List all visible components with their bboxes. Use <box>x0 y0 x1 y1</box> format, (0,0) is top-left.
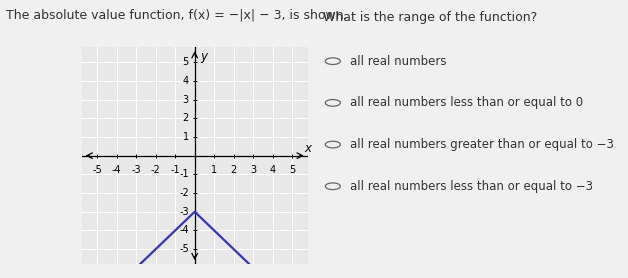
Text: 5: 5 <box>183 57 189 67</box>
Text: -1: -1 <box>170 165 180 175</box>
Text: all real numbers less than or equal to −3: all real numbers less than or equal to −… <box>350 180 593 193</box>
Text: -3: -3 <box>131 165 141 175</box>
Text: -5: -5 <box>179 244 189 254</box>
Text: all real numbers less than or equal to 0: all real numbers less than or equal to 0 <box>350 96 583 109</box>
Text: 3: 3 <box>250 165 256 175</box>
Text: 1: 1 <box>211 165 217 175</box>
Text: 2: 2 <box>183 113 189 123</box>
Text: 3: 3 <box>183 95 189 105</box>
Text: x: x <box>304 142 311 155</box>
Text: 4: 4 <box>183 76 189 86</box>
Text: 5: 5 <box>289 165 295 175</box>
Text: -5: -5 <box>92 165 102 175</box>
Text: 1: 1 <box>183 132 189 142</box>
Text: -4: -4 <box>112 165 122 175</box>
Text: -2: -2 <box>151 165 161 175</box>
Text: -3: -3 <box>179 207 189 217</box>
Text: -1: -1 <box>179 169 189 179</box>
Text: The absolute value function, f(x) = −|x| − 3, is shown.: The absolute value function, f(x) = −|x|… <box>6 8 348 21</box>
Text: 4: 4 <box>269 165 276 175</box>
Text: y: y <box>200 50 207 63</box>
Text: What is the range of the function?: What is the range of the function? <box>323 11 538 24</box>
Text: -2: -2 <box>179 188 189 198</box>
Text: all real numbers: all real numbers <box>350 55 447 68</box>
Text: -4: -4 <box>179 225 189 235</box>
Text: all real numbers greater than or equal to −3: all real numbers greater than or equal t… <box>350 138 614 151</box>
Text: 2: 2 <box>230 165 237 175</box>
